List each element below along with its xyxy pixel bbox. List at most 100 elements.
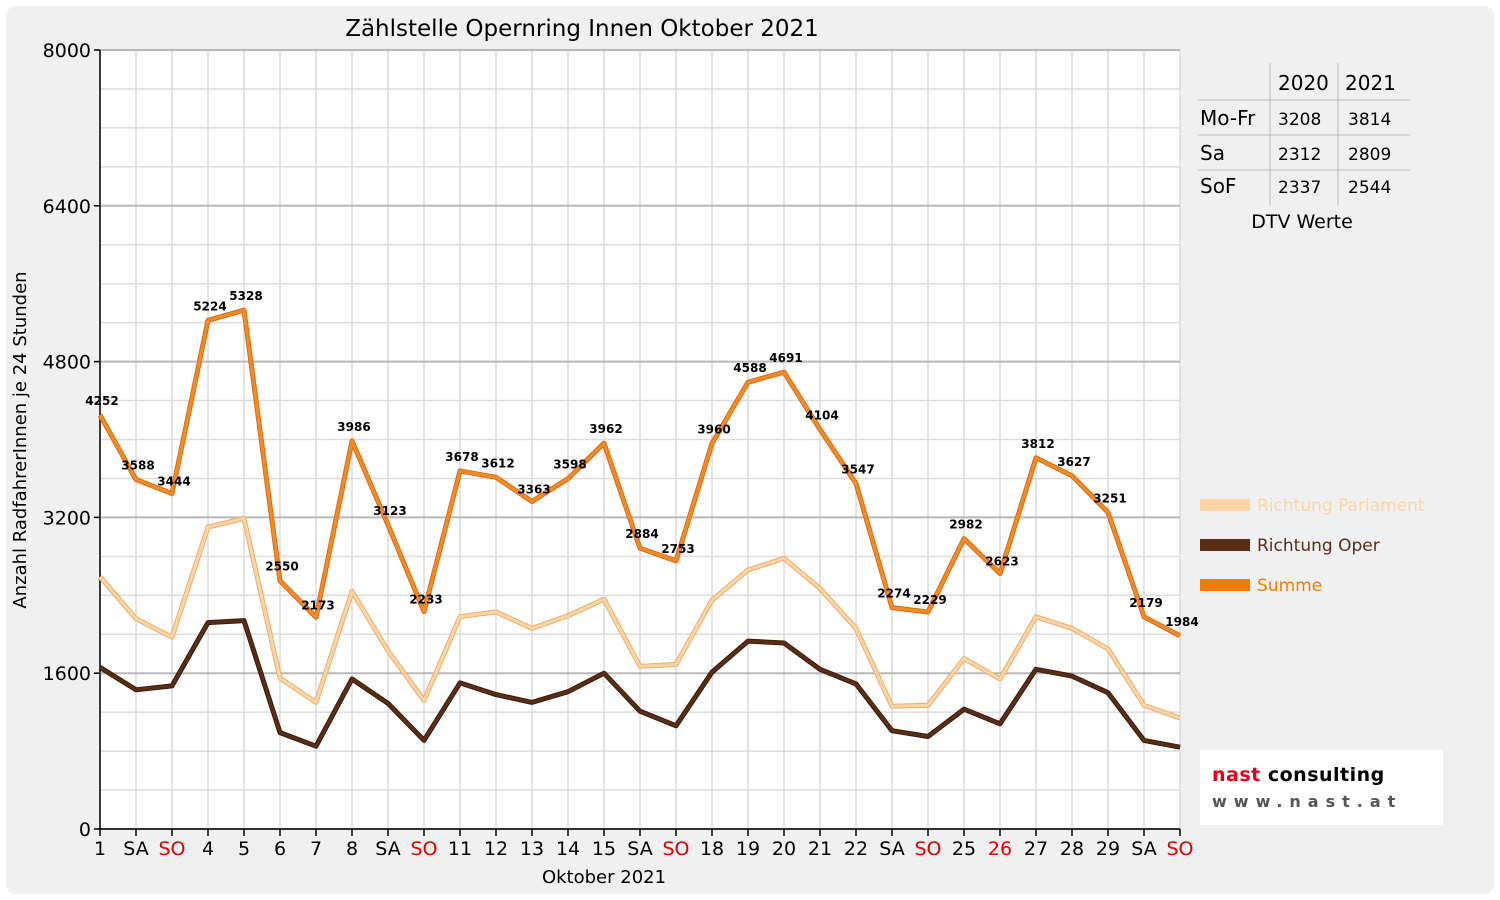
series [97, 307, 1182, 750]
nast-consulting-logo: nast consulting www.nast.at [1200, 750, 1443, 825]
data-label: 3960 [697, 422, 730, 436]
legend-swatch-parlament [1200, 499, 1250, 511]
x-tick-label: 5 [238, 838, 250, 860]
x-tick-label: SO [158, 838, 185, 860]
x-tick-label: SA [1131, 838, 1156, 860]
x-tick-label: 20 [772, 838, 796, 860]
x-tick-label: SO [662, 838, 689, 860]
x-tick-label: 28 [1060, 838, 1084, 860]
legend-label-parlament: Richtung Parlament [1257, 496, 1425, 516]
axes: 0 1600 3200 4800 6400 8000 1 SA SO 4 5 6 7 8 SA SO 11 12 1… [43, 40, 1194, 860]
data-label: 3598 [553, 458, 586, 472]
data-label: 4104 [805, 408, 838, 422]
series-line [98, 516, 1181, 720]
x-tick-label: 13 [520, 838, 544, 860]
data-label: 3588 [121, 459, 154, 473]
x-tick-label: SO [914, 838, 941, 860]
x-tick-label: SA [123, 838, 148, 860]
dtv-header-2020: 2020 [1278, 71, 1329, 95]
dtv-cell: 2544 [1348, 178, 1391, 198]
dtv-row-label-mofr: Mo-Fr [1200, 106, 1256, 130]
dtv-row-label-sof: SoF [1200, 174, 1236, 198]
x-tick-label: 7 [310, 838, 322, 860]
data-label: 3251 [1093, 491, 1126, 505]
data-label: 1984 [1165, 615, 1198, 629]
data-label: 2623 [985, 555, 1018, 569]
data-label: 3444 [157, 475, 190, 489]
dtv-cell: 3814 [1348, 110, 1391, 130]
data-label: 3123 [373, 504, 406, 518]
data-label: 5224 [193, 299, 226, 313]
data-label: 4252 [85, 394, 118, 408]
data-label: 2753 [661, 542, 694, 556]
x-tick-label: 1 [94, 838, 106, 860]
data-label: 3363 [517, 483, 550, 497]
data-label: 2884 [625, 527, 658, 541]
data-label: 3812 [1021, 437, 1054, 451]
data-label: 2179 [1129, 596, 1162, 610]
x-tick-label: 8 [346, 838, 358, 860]
legend-swatch-oper [1200, 539, 1250, 551]
x-tick-label: 22 [844, 838, 868, 860]
logo-url: www.nast.at [1212, 792, 1403, 811]
logo-brand: nast [1212, 764, 1261, 786]
x-tick-label: 21 [808, 838, 832, 860]
x-tick-label: 15 [592, 838, 616, 860]
x-tick-label: 27 [1024, 838, 1048, 860]
dtv-row-label-sa: Sa [1200, 141, 1225, 165]
x-tick-label: 11 [448, 838, 472, 860]
x-tick-label: 4 [202, 838, 214, 860]
data-label: 3678 [445, 450, 478, 464]
x-tick-label: SA [627, 838, 652, 860]
grid [99, 49, 1181, 830]
x-tick-label: 26 [988, 838, 1012, 860]
legend: Richtung Parlament Richtung Oper Summe [1200, 496, 1425, 596]
x-tick-label: 14 [556, 838, 580, 860]
x-tick-label: SO [410, 838, 437, 860]
data-label: 3986 [337, 420, 370, 434]
data-label: 2982 [949, 518, 982, 532]
logo-suffix: consulting [1260, 764, 1385, 786]
chart-title: Zählstelle Opernring Innen Oktober 2021 [345, 16, 819, 42]
legend-label-oper: Richtung Oper [1257, 536, 1380, 556]
y-tick-label: 3200 [43, 507, 91, 529]
x-tick-label: SA [879, 838, 904, 860]
dtv-header-2021: 2021 [1345, 71, 1396, 95]
y-tick-label: 4800 [43, 352, 91, 374]
dtv-cell: 2809 [1348, 145, 1391, 165]
dtv-cell: 2312 [1278, 145, 1321, 165]
x-axis-label: Oktober 2021 [542, 867, 666, 888]
legend-swatch-summe [1200, 579, 1250, 591]
x-tick-label: 12 [484, 838, 508, 860]
data-label: 2229 [913, 593, 946, 607]
y-tick-label: 6400 [43, 196, 91, 218]
y-axis-label: Anzahl RadfahrerInnen je 24 Stunden [10, 271, 31, 608]
x-tick-label: SA [375, 838, 400, 860]
x-tick-label: SO [1166, 838, 1193, 860]
legend-label-summe: Summe [1257, 576, 1322, 596]
data-label: 2233 [409, 593, 442, 607]
x-tick-label: 25 [952, 838, 976, 860]
series-line [99, 619, 1181, 749]
data-label: 5328 [229, 289, 262, 303]
y-tick-label: 1600 [43, 663, 91, 685]
y-tick-label: 0 [79, 819, 91, 841]
x-tick-label: 6 [274, 838, 286, 860]
data-label: 4588 [733, 361, 766, 375]
x-tick-label: 18 [700, 838, 724, 860]
data-label: 2550 [265, 560, 298, 574]
dtv-table: 2020 2021 Mo-Fr 3208 3814 Sa 2312 2809 S… [1198, 63, 1410, 233]
y-tick-label: 8000 [43, 40, 91, 62]
data-label: 2274 [877, 587, 910, 601]
data-label: 3612 [481, 456, 514, 470]
data-label: 2173 [301, 598, 334, 612]
data-label: 4691 [769, 351, 802, 365]
x-tick-label: 29 [1096, 838, 1120, 860]
dtv-cell: 3208 [1278, 110, 1321, 130]
dtv-caption: DTV Werte [1251, 211, 1353, 233]
series-line [98, 308, 1181, 638]
dtv-cell: 2337 [1278, 178, 1321, 198]
data-label: 3962 [589, 422, 622, 436]
